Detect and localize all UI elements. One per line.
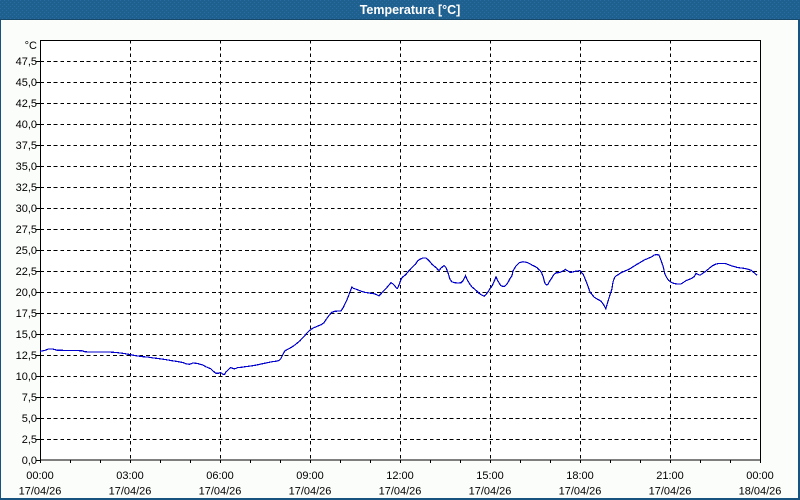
- svg-text:03:00: 03:00: [116, 470, 144, 482]
- svg-text:17,5: 17,5: [16, 308, 37, 320]
- svg-text:17/04/26: 17/04/26: [199, 486, 242, 498]
- svg-text:12:00: 12:00: [386, 470, 414, 482]
- svg-text:17/04/26: 17/04/26: [379, 486, 422, 498]
- svg-text:17/04/26: 17/04/26: [649, 486, 692, 498]
- svg-text:17/04/26: 17/04/26: [469, 486, 512, 498]
- svg-text:09:00: 09:00: [296, 470, 324, 482]
- svg-text:10,0: 10,0: [16, 371, 37, 383]
- svg-text:42,5: 42,5: [16, 98, 37, 110]
- svg-text:06:00: 06:00: [206, 470, 234, 482]
- svg-text:37,5: 37,5: [16, 140, 37, 152]
- svg-text:°C: °C: [25, 40, 37, 52]
- svg-text:32,5: 32,5: [16, 182, 37, 194]
- svg-text:30,0: 30,0: [16, 203, 37, 215]
- svg-text:Temperatura [°C]: Temperatura [°C]: [360, 3, 461, 17]
- svg-text:45,0: 45,0: [16, 77, 37, 89]
- svg-text:22,5: 22,5: [16, 266, 37, 278]
- svg-text:20,0: 20,0: [16, 287, 37, 299]
- svg-text:17/04/26: 17/04/26: [559, 486, 602, 498]
- svg-text:7,5: 7,5: [22, 392, 37, 404]
- svg-text:15,0: 15,0: [16, 329, 37, 341]
- svg-text:17/04/26: 17/04/26: [109, 486, 152, 498]
- svg-text:5,0: 5,0: [22, 413, 37, 425]
- svg-text:00:00: 00:00: [26, 470, 54, 482]
- svg-text:18/04/26: 18/04/26: [739, 486, 782, 498]
- svg-text:15:00: 15:00: [476, 470, 504, 482]
- svg-text:47,5: 47,5: [16, 56, 37, 68]
- svg-text:40,0: 40,0: [16, 119, 37, 131]
- svg-text:12,5: 12,5: [16, 350, 37, 362]
- svg-text:18:00: 18:00: [566, 470, 594, 482]
- svg-text:35,0: 35,0: [16, 161, 37, 173]
- svg-text:2,5: 2,5: [22, 434, 37, 446]
- svg-text:0,0: 0,0: [22, 455, 37, 467]
- svg-text:21:00: 21:00: [656, 470, 684, 482]
- svg-text:17/04/26: 17/04/26: [19, 486, 62, 498]
- svg-text:00:00: 00:00: [746, 470, 774, 482]
- svg-text:27,5: 27,5: [16, 224, 37, 236]
- svg-text:25,0: 25,0: [16, 245, 37, 257]
- svg-text:17/04/26: 17/04/26: [289, 486, 332, 498]
